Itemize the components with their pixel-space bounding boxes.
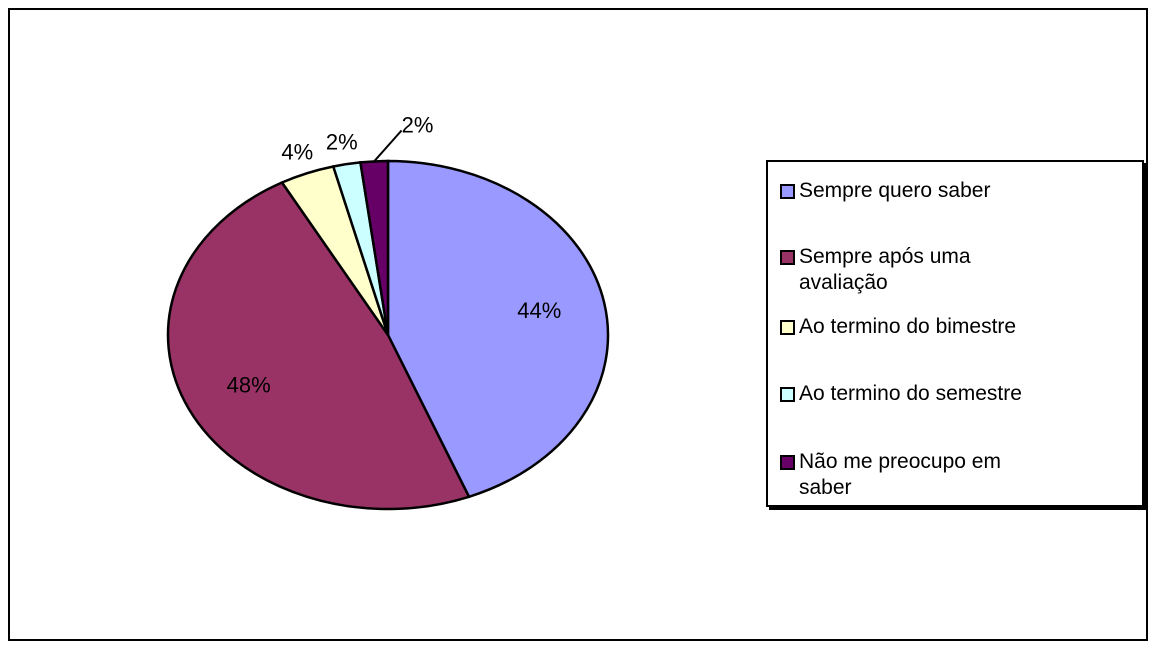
chart-frame	[8, 8, 1148, 641]
legend-swatch	[780, 320, 795, 335]
legend-entry: Ao termino do bimestre	[780, 314, 1130, 340]
pie-slice	[386, 159, 610, 499]
legend: Sempre quero saber Sempre após uma avalia…	[766, 160, 1144, 507]
legend-label: Ao termino do bimestre	[799, 315, 1017, 338]
leader-line	[373, 129, 403, 163]
legend-entry: Sempre quero saber	[780, 178, 1130, 204]
pie-slice	[166, 180, 471, 511]
legend-entry: Ao termino do semestre	[780, 381, 1130, 407]
data-label: 48%	[227, 373, 271, 398]
legend-swatch	[780, 387, 795, 402]
data-label: 44%	[517, 298, 561, 323]
legend-swatch	[780, 250, 795, 265]
legend-label: Não me preocupo em saber	[799, 450, 1001, 499]
legend-swatch	[780, 455, 795, 470]
legend-entry: Não me preocupo em saber	[780, 449, 1130, 501]
legend-label: Sempre após uma avaliação	[799, 245, 971, 294]
data-label: 2%	[326, 129, 358, 154]
legend-entry: Sempre após uma avaliação	[780, 244, 1130, 296]
data-label: 2%	[402, 112, 434, 137]
legend-swatch	[780, 184, 795, 199]
legend-label: Sempre quero saber	[799, 179, 991, 202]
legend-label: Ao termino do semestre	[799, 382, 1022, 405]
data-label: 4%	[281, 140, 313, 165]
